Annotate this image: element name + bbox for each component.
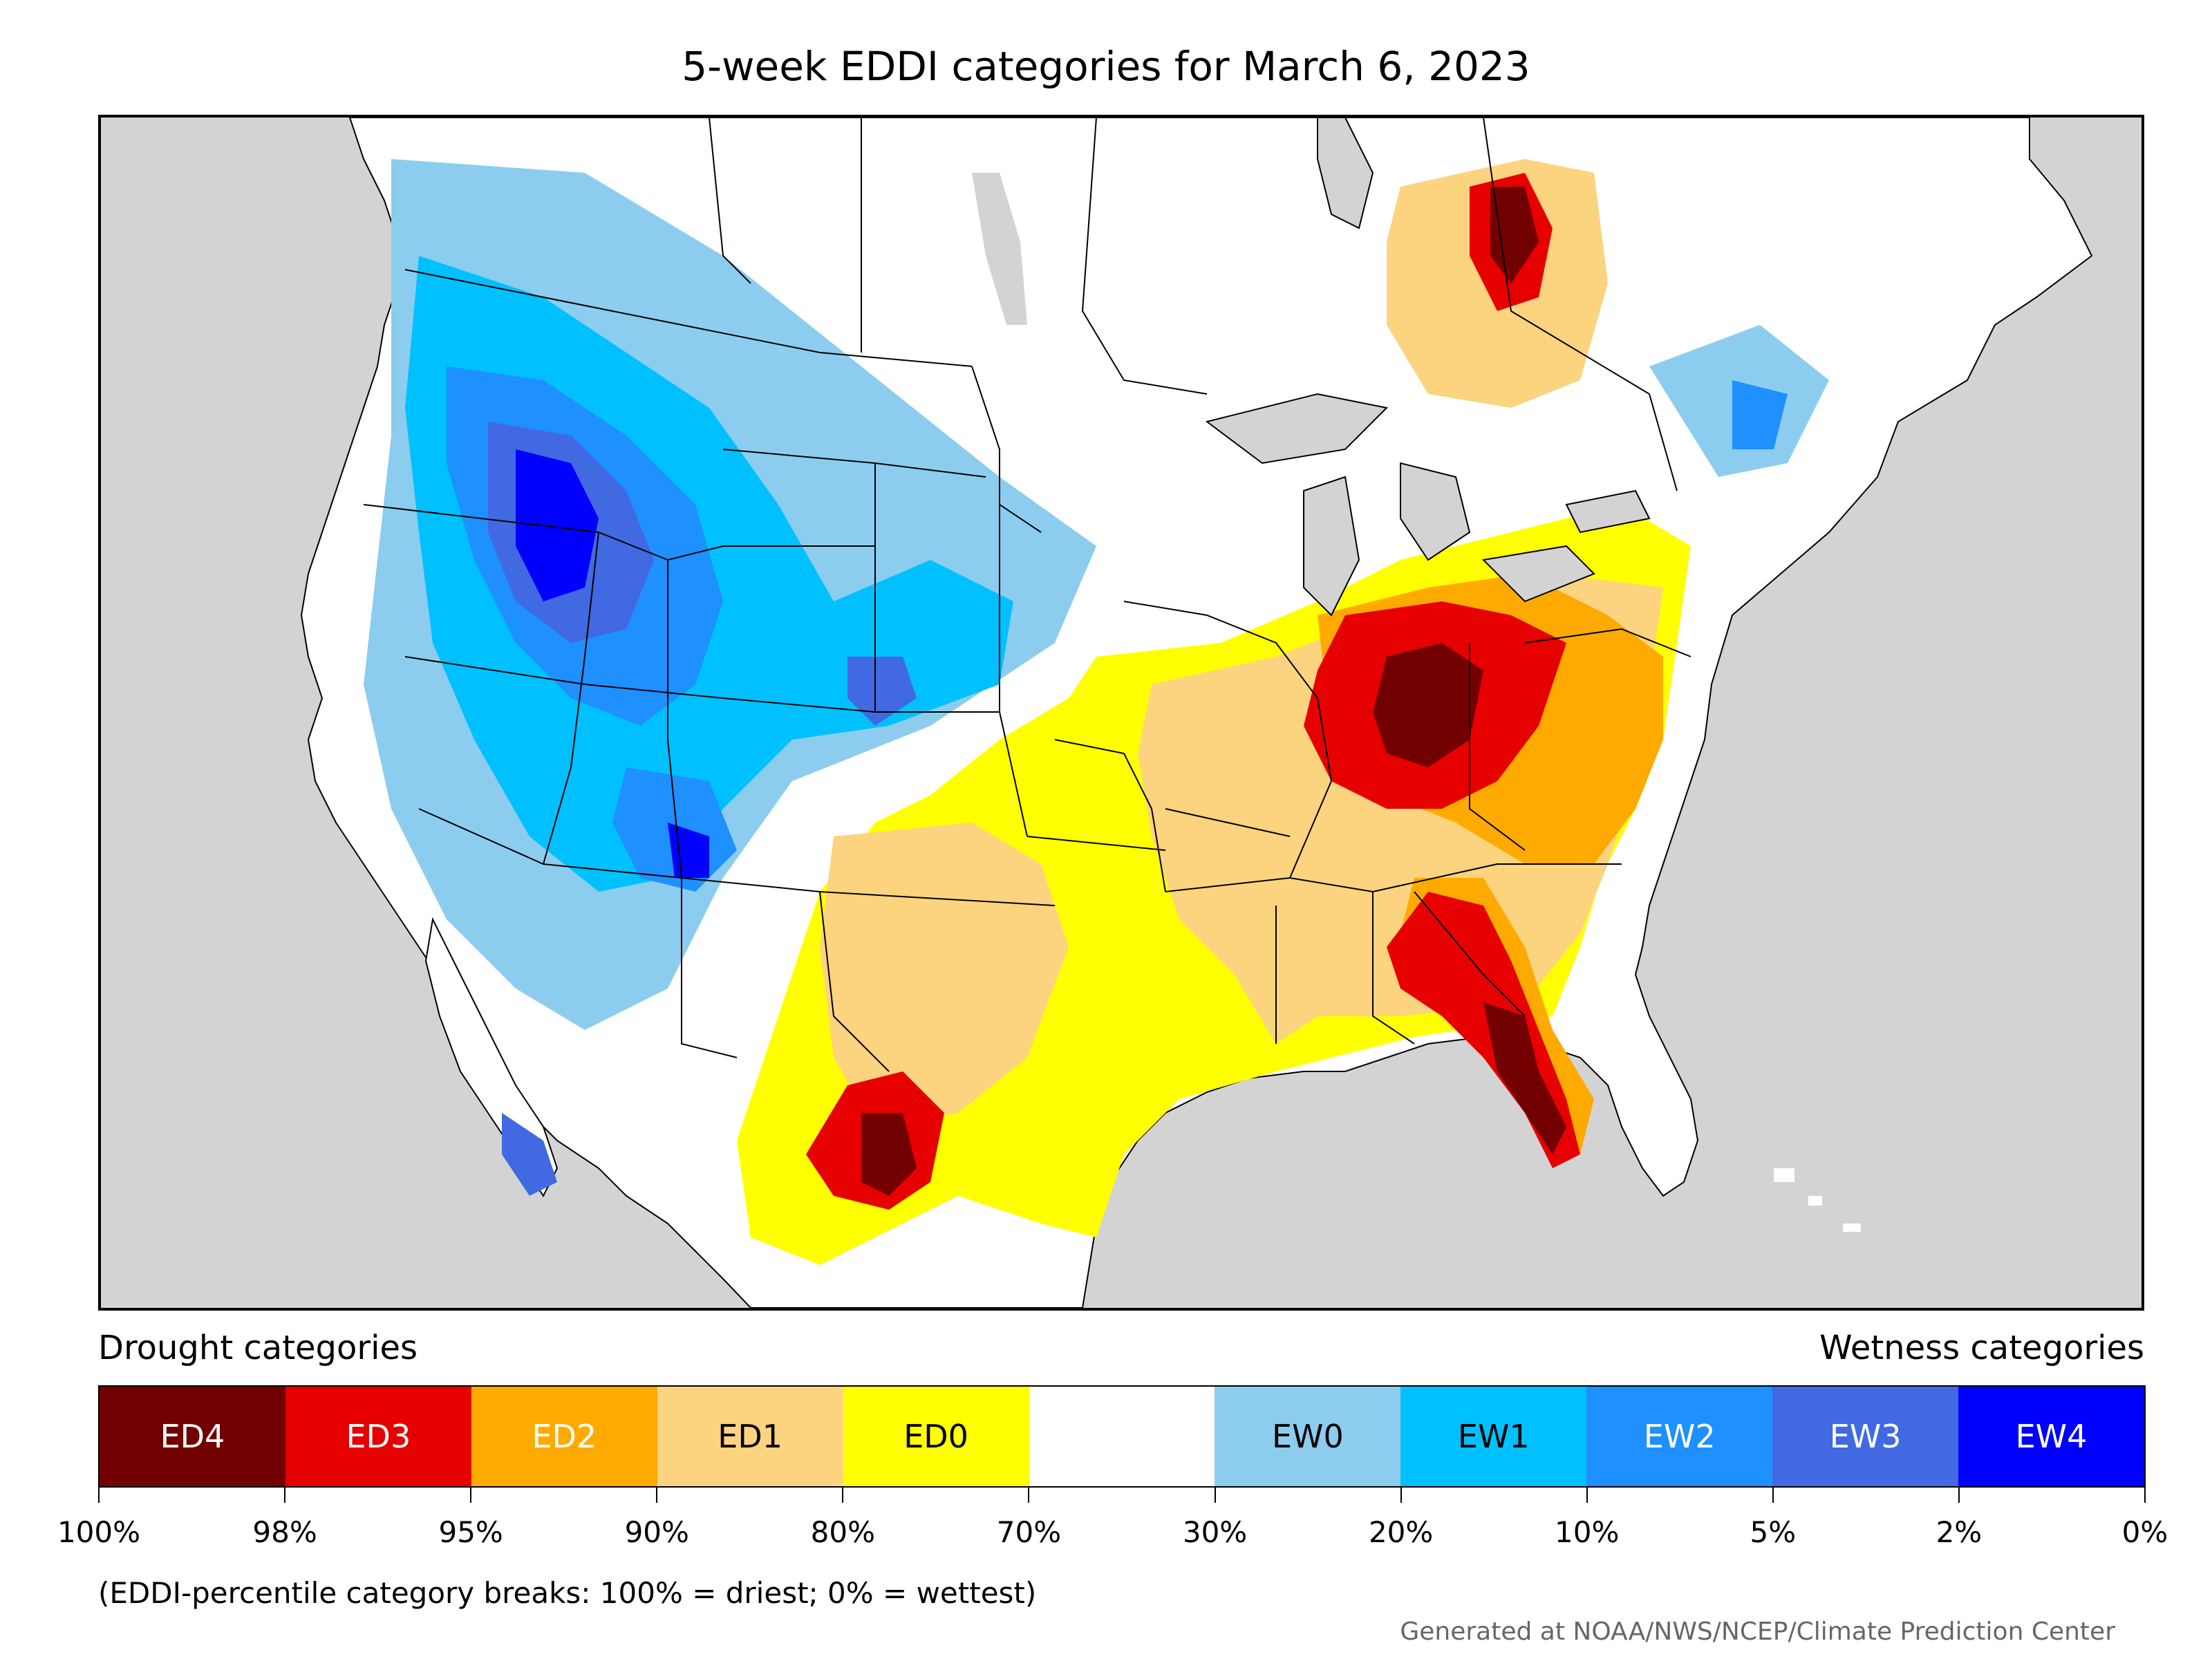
legend-tick <box>470 1486 472 1503</box>
wetness-categories-heading: Wetness categories <box>1819 1329 2144 1367</box>
caribbean-islands <box>1774 1168 1861 1232</box>
legend-tick <box>1214 1486 1216 1503</box>
wetness-ew2-region <box>447 366 1788 892</box>
drought-categories-heading: Drought categories <box>98 1329 418 1367</box>
legend-tick <box>284 1486 286 1503</box>
legend-break-label: 5% <box>1750 1515 1797 1549</box>
legend-tick <box>1772 1486 1774 1503</box>
color-legend: ED4 ED3 ED2 ED1 ED0 EW0 EW1 EW2 EW3 EW4 <box>98 1385 2146 1488</box>
baja-california <box>424 917 559 1197</box>
legend-swatch-neutral <box>1029 1387 1215 1486</box>
wetness-ew0-region <box>364 159 1829 1030</box>
legend-tick <box>656 1486 658 1503</box>
legend-swatch-ew1: EW1 <box>1400 1387 1587 1486</box>
james-bay <box>1317 118 1374 229</box>
legend-tick <box>1028 1486 1030 1503</box>
legend-swatch-ew0: EW0 <box>1215 1387 1401 1486</box>
legend-break-label: 98% <box>252 1515 317 1549</box>
legend-tick <box>2144 1486 2146 1503</box>
legend-swatch-ew3: EW3 <box>1772 1387 1959 1486</box>
legend-swatch-ed0: ED0 <box>843 1387 1029 1486</box>
legend-break-label: 0% <box>2121 1515 2168 1549</box>
legend-tick <box>1400 1486 1402 1503</box>
state-borders <box>363 118 1691 1072</box>
legend-swatch-ed4: ED4 <box>100 1387 285 1486</box>
legend-swatch-ed2: ED2 <box>471 1387 657 1486</box>
map-canvas <box>101 118 2141 1308</box>
legend-swatch-ew4: EW4 <box>1958 1387 2144 1486</box>
legend-tick <box>98 1486 100 1503</box>
map-title: 5-week EDDI categories for March 6, 2023 <box>682 43 1530 90</box>
legend-tick <box>1958 1486 1960 1503</box>
lake-winnipeg <box>972 173 1027 325</box>
legend-swatch-ed3: ED3 <box>285 1387 471 1486</box>
legend-swatch-ew2: EW2 <box>1586 1387 1773 1486</box>
legend-break-label: 100% <box>57 1515 141 1549</box>
legend-break-label: 70% <box>996 1515 1062 1549</box>
legend-break-label: 90% <box>624 1515 689 1549</box>
drought-ed4-region <box>861 187 1566 1196</box>
legend-break-label: 80% <box>810 1515 876 1549</box>
legend-tick <box>1586 1486 1588 1503</box>
legend-swatch-ed1: ED1 <box>657 1387 843 1486</box>
legend-break-label: 10% <box>1555 1515 1620 1549</box>
wetness-ew3-region <box>488 422 917 1196</box>
legend-break-label: 30% <box>1182 1515 1248 1549</box>
legend-break-label: 2% <box>1936 1515 1983 1549</box>
legend-break-label: 95% <box>438 1515 503 1549</box>
category-breaks-note: (EDDI-percentile category breaks: 100% =… <box>98 1576 1037 1610</box>
great-lakes <box>1205 393 1651 617</box>
eddi-map <box>98 115 2144 1311</box>
legend-tick <box>842 1486 844 1503</box>
credit-line: Generated at NOAA/NWS/NCEP/Climate Predi… <box>1400 1618 2115 1646</box>
legend-break-label: 20% <box>1368 1515 1434 1549</box>
wetness-ew4-region <box>516 449 709 878</box>
